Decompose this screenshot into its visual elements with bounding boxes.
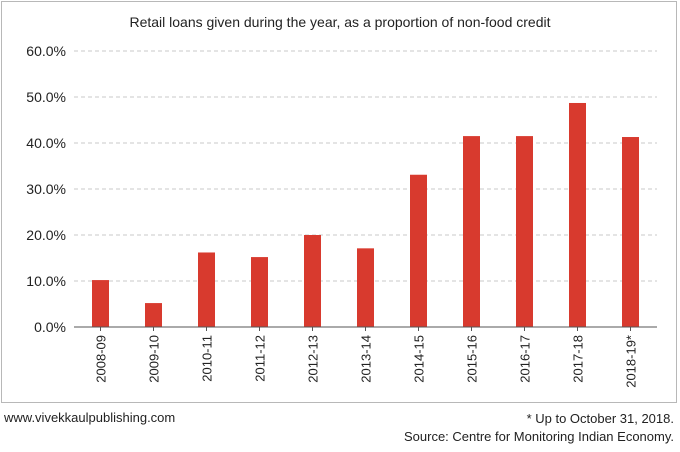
y-tick-label: 10.0% xyxy=(26,273,66,289)
x-tick-label: 2008-09 xyxy=(94,335,109,383)
x-axis: 2008-09 2009-10 2010-11 2011-12 2012-13 2013-… xyxy=(74,326,657,388)
bar xyxy=(145,303,162,327)
bar xyxy=(251,257,268,327)
chart-title: Retail loans given during the year, as a… xyxy=(129,14,551,30)
x-tick-label: 2017-18 xyxy=(571,335,586,383)
bar xyxy=(516,136,533,327)
footer-notes: * Up to October 31, 2018. Source: Centre… xyxy=(404,410,674,446)
bar xyxy=(198,252,215,327)
y-tick-label: 30.0% xyxy=(26,181,66,197)
x-tick-label: 2016-17 xyxy=(518,335,533,383)
bars xyxy=(92,102,639,327)
bar xyxy=(569,102,586,327)
y-tick-label: 50.0% xyxy=(26,89,66,105)
x-tick-label: 2011-12 xyxy=(253,335,268,382)
footnote: * Up to October 31, 2018. xyxy=(526,411,674,426)
bar xyxy=(622,137,639,327)
bar xyxy=(357,248,374,327)
x-tick-label: 2010-11 xyxy=(200,335,215,382)
y-tick-label: 40.0% xyxy=(26,135,66,151)
x-tick-label: 2015-16 xyxy=(465,335,480,383)
y-tick-label: 0.0% xyxy=(34,319,66,335)
x-tick-label: 2012-13 xyxy=(306,335,321,383)
bar xyxy=(304,235,321,327)
bar xyxy=(410,174,427,327)
chart-frame: Retail loans given during the year, as a… xyxy=(1,1,677,403)
y-axis: 0.0% 10.0% 20.0% 30.0% 40.0% 50.0% 60.0% xyxy=(26,43,66,335)
source-note: Source: Centre for Monitoring Indian Eco… xyxy=(403,429,674,444)
grid-lines xyxy=(74,50,657,282)
x-tick-label: 2018-19* xyxy=(624,335,639,388)
bar xyxy=(92,280,109,327)
x-tick-label: 2009-10 xyxy=(147,335,162,383)
x-tick-label: 2014-15 xyxy=(412,335,427,383)
y-tick-label: 20.0% xyxy=(26,227,66,243)
bar xyxy=(463,136,480,327)
x-tick-label: 2013-14 xyxy=(359,335,374,383)
y-tick-label: 60.0% xyxy=(26,43,66,59)
website-credit: www.vivekkaulpublishing.com xyxy=(4,410,176,425)
